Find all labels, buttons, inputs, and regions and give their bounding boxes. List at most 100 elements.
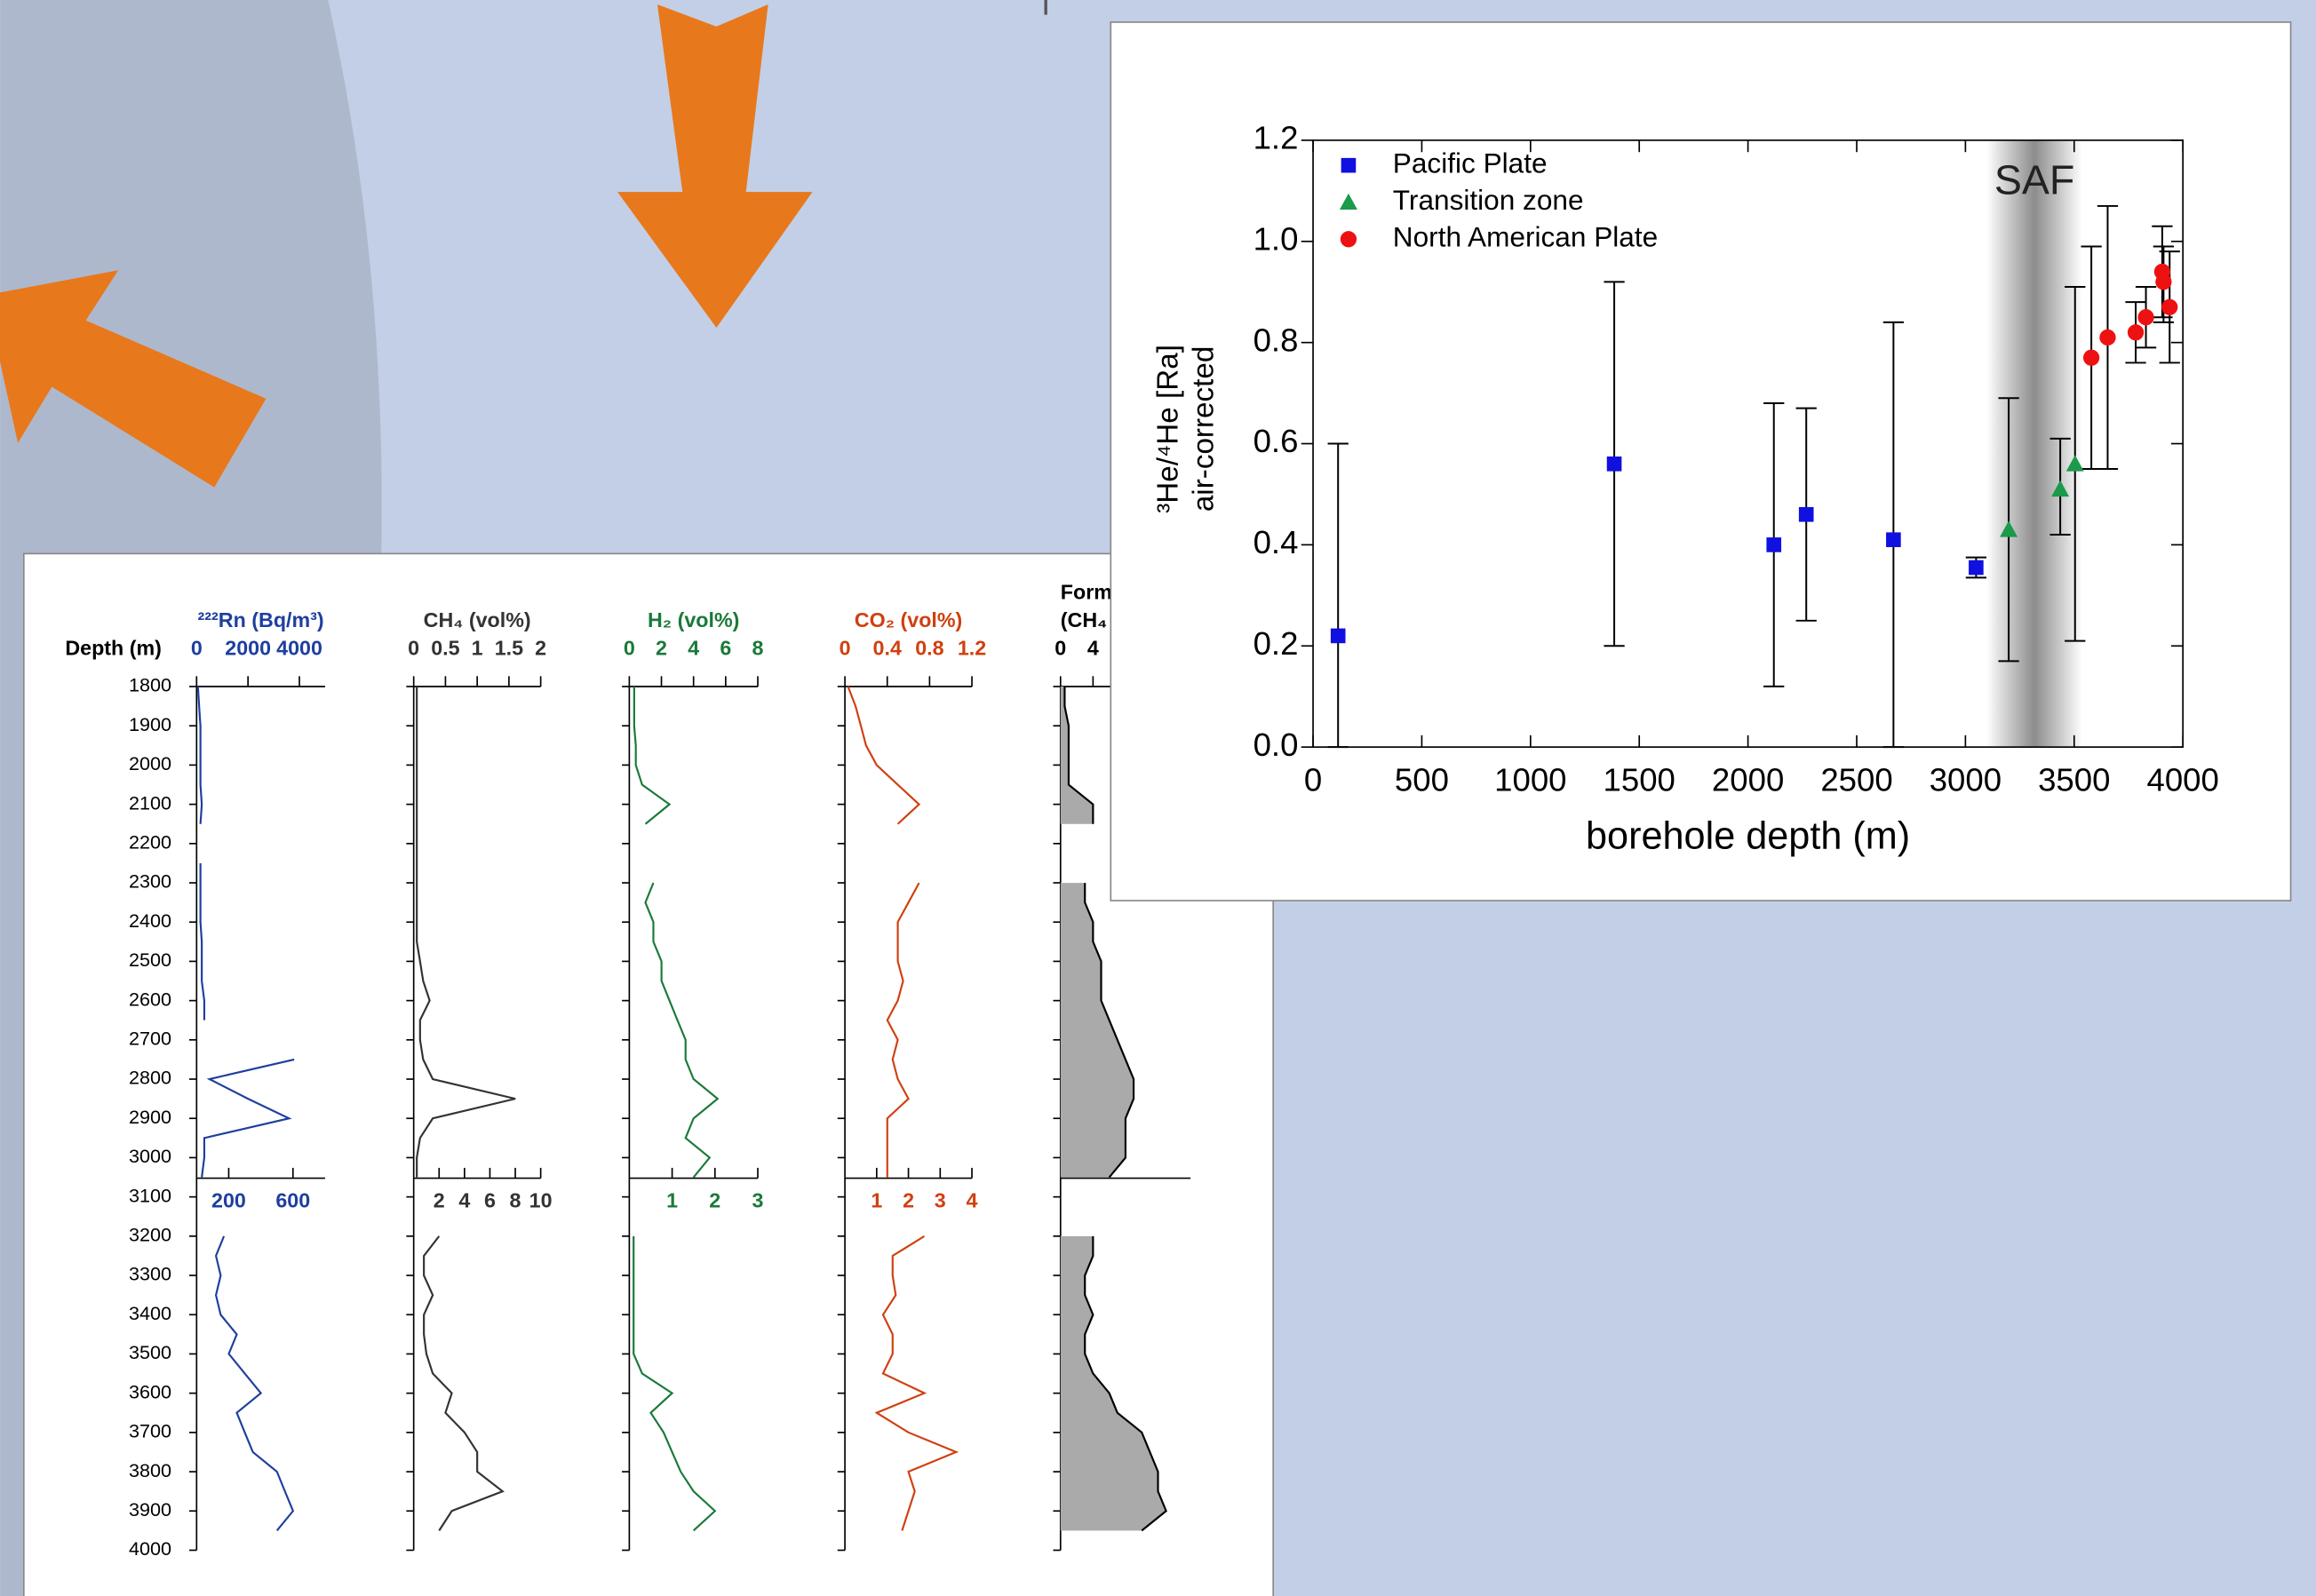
- x-tick-label: 2000: [225, 637, 271, 660]
- point: [1606, 456, 1622, 472]
- x-axis-title: borehole depth (m): [1586, 815, 1910, 858]
- x-tick-label: 0: [1055, 637, 1066, 660]
- y-tick-label: 0.4: [1254, 524, 1299, 560]
- x-tick-label: 4: [688, 637, 699, 660]
- x-tick-label: 0.4: [873, 637, 902, 660]
- annotation: SAF: [1994, 156, 2075, 202]
- x-tick-label: 2: [434, 1188, 445, 1211]
- point: [2099, 329, 2116, 346]
- x-tick-label: 6: [484, 1188, 496, 1211]
- log-curve: [199, 862, 206, 1020]
- track-title: CH₄ (vol%): [424, 608, 531, 631]
- x-tick-label: 1000: [1494, 762, 1566, 798]
- legend-label: Pacific Plate: [1393, 147, 1548, 179]
- point: [2155, 274, 2172, 290]
- x-tick-label: 10: [529, 1188, 553, 1211]
- log-curve: [847, 686, 921, 825]
- point: [1969, 560, 1984, 576]
- y-tick-label: 3500: [129, 1341, 171, 1363]
- point: [2127, 324, 2145, 341]
- log-curve: [201, 1058, 295, 1178]
- track-title: ²²²Rn (Bq/m³): [198, 608, 324, 631]
- point: [1798, 506, 1814, 522]
- x-tick-label: 6: [720, 637, 731, 660]
- point: [2137, 309, 2154, 326]
- x-tick-label: 2: [709, 1188, 720, 1211]
- arrow: [0, 270, 267, 488]
- x-tick-label: 2: [656, 637, 667, 660]
- y-tick-label: 2000: [129, 752, 171, 774]
- x-tick-label: 1: [871, 1188, 882, 1211]
- logs-panel: Depth (m)1800190020002100220023002400250…: [22, 552, 1274, 1596]
- point: [2082, 349, 2100, 366]
- x-tick-label: 0: [191, 637, 203, 660]
- y-tick-label: 2300: [129, 870, 171, 893]
- log-curve: [196, 686, 203, 824]
- x-tick-label: 600: [275, 1188, 310, 1211]
- y-tick-label: 2400: [129, 909, 171, 932]
- x-tick-label: 3500: [2038, 762, 2110, 798]
- y-tick-label: 2700: [129, 1028, 171, 1050]
- y-tick-label: 2500: [129, 949, 171, 971]
- track-title: H₂ (vol%): [648, 608, 739, 631]
- y-tick-label: 2800: [129, 1067, 171, 1089]
- track-title: (CH₄: [1061, 608, 1107, 631]
- x-tick-label: 4: [458, 1188, 470, 1211]
- x-tick-label: 4: [1087, 637, 1099, 660]
- point: [2065, 455, 2084, 472]
- x-tick-label: 4000: [276, 637, 322, 660]
- arrow: [617, 4, 813, 329]
- x-tick-label: 2: [535, 637, 546, 660]
- x-tick-label: 2500: [1820, 762, 1892, 798]
- log-curve: [874, 1235, 959, 1531]
- axis-title: Depth (m): [65, 637, 162, 660]
- y-axis-title: air-corrected: [1187, 346, 1220, 512]
- x-tick-label: 500: [1395, 762, 1449, 798]
- area: [1060, 1235, 1166, 1531]
- point: [2000, 520, 2018, 537]
- point: [2161, 298, 2178, 315]
- error-bar: [1327, 442, 1349, 749]
- y-tick-label: 4000: [129, 1537, 171, 1560]
- y-tick-label: 2600: [129, 988, 171, 1010]
- legend-marker: [1341, 157, 1357, 173]
- x-tick-label: 0: [840, 637, 851, 660]
- log-curve: [1084, 883, 1135, 1179]
- y-tick-label: 1900: [129, 713, 171, 735]
- x-tick-label: 0.5: [431, 637, 459, 660]
- log-curve: [633, 1235, 717, 1532]
- y-tick-label: 2200: [129, 831, 171, 854]
- x-tick-label: 8: [752, 637, 764, 660]
- x-tick-label: 3: [935, 1188, 946, 1211]
- y-tick-label: 0.8: [1254, 322, 1299, 358]
- y-tick-label: 3200: [129, 1224, 171, 1246]
- y-axis-title: ³He/⁴He [Ra]: [1152, 345, 1185, 513]
- panel: [1110, 21, 2292, 901]
- x-tick-label: 200: [211, 1188, 246, 1211]
- x-tick-label: 2: [903, 1188, 914, 1211]
- y-tick-label: 1800: [129, 674, 171, 696]
- track-title: CO₂ (vol%): [855, 608, 963, 631]
- x-tick-label: 3000: [1930, 762, 2002, 798]
- log-curve: [886, 882, 920, 1178]
- x-tick-label: 4: [967, 1188, 978, 1211]
- x-tick-label: 4000: [2146, 762, 2218, 798]
- y-tick-label: 3800: [129, 1459, 171, 1481]
- x-tick-label: 1500: [1604, 762, 1675, 798]
- x-tick-label: 2000: [1712, 762, 1784, 798]
- legend-marker: [1339, 193, 1357, 210]
- point: [1886, 532, 1901, 548]
- point: [2051, 480, 2070, 497]
- point: [1766, 537, 1782, 552]
- legend-label: Transition zone: [1393, 184, 1584, 216]
- x-tick-label: 1.5: [495, 637, 523, 660]
- x-tick-label: 0: [624, 637, 635, 660]
- y-tick-label: 3400: [129, 1302, 171, 1324]
- y-tick-label: 3700: [129, 1420, 171, 1442]
- y-tick-label: 0.6: [1254, 423, 1299, 459]
- x-tick-label: 0.8: [915, 637, 943, 660]
- band: [1986, 139, 2083, 748]
- y-tick-label: 1.2: [1254, 120, 1299, 156]
